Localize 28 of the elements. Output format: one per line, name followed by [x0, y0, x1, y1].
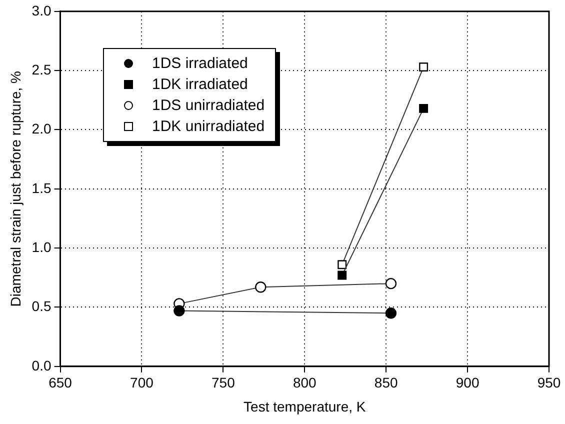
point — [255, 282, 266, 293]
point — [338, 270, 347, 280]
legend-label: 1DS unirradiated — [152, 96, 265, 116]
y-tick-label: 2.0 — [32, 120, 52, 137]
x-tick-label: 950 — [537, 374, 561, 391]
point — [385, 308, 397, 319]
point — [338, 260, 347, 270]
legend-label: 1DK irradiated — [152, 75, 248, 95]
y-tick-label: 1.0 — [32, 238, 52, 255]
y-tick-label: 2.5 — [32, 61, 52, 78]
x-tick-label: 650 — [48, 374, 72, 391]
point — [385, 278, 397, 290]
y-tick-label: 0.5 — [32, 298, 52, 314]
x-axis-title: Test temperature, K — [244, 398, 366, 414]
y-axis-title: Diametral strain just before rupture, % — [7, 71, 24, 307]
x-tick-label: 800 — [292, 374, 317, 391]
legend-label: 1DS irradiated — [152, 54, 248, 74]
x-tick-label: 900 — [456, 374, 480, 391]
y-tick-label: 1.5 — [32, 180, 52, 196]
y-tick-label: 0.0 — [32, 357, 52, 374]
x-tick-label: 750 — [211, 374, 236, 391]
y-tick-label: 3.0 — [32, 2, 52, 18]
x-tick-label: 700 — [130, 374, 154, 391]
point — [419, 62, 428, 72]
legend-label: 1DK unirradiated — [152, 117, 265, 137]
point — [419, 104, 428, 113]
x-tick-label: 850 — [374, 374, 398, 391]
point — [174, 305, 185, 316]
